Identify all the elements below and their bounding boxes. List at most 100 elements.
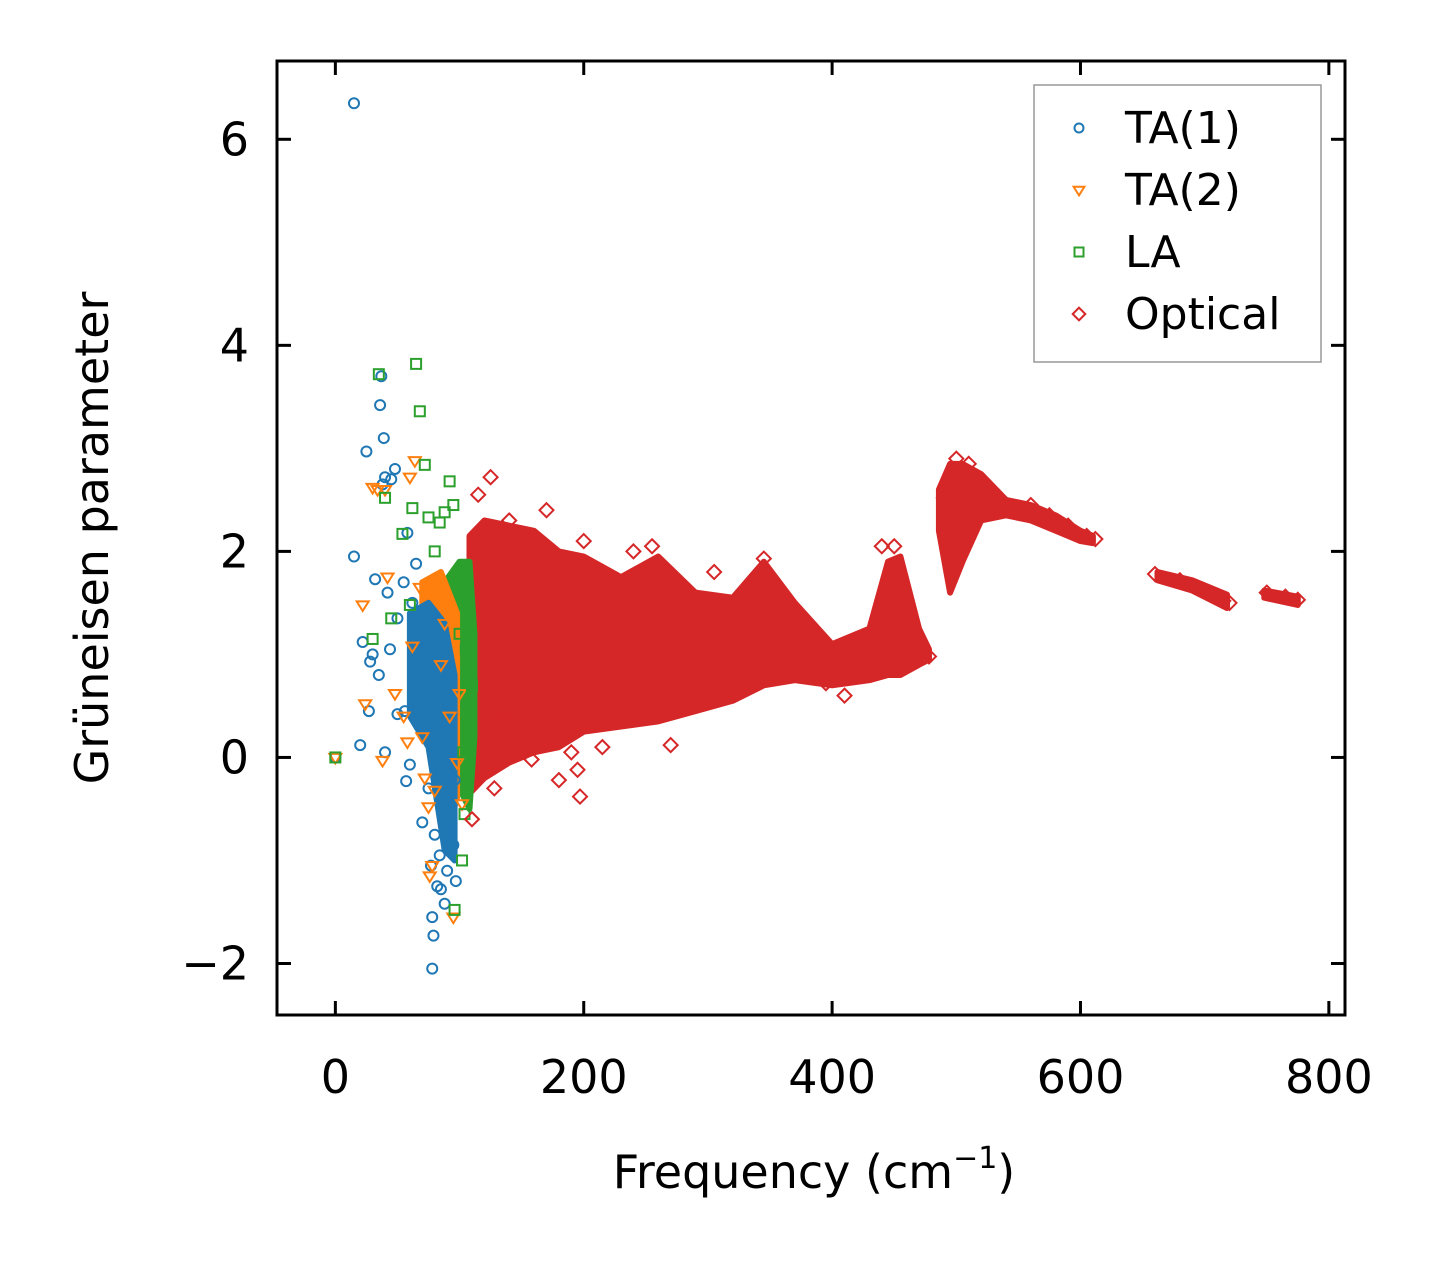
data-point <box>387 688 403 702</box>
data-point <box>538 501 555 519</box>
x-tick-label: 800 <box>1285 1050 1373 1104</box>
data-point <box>947 450 965 468</box>
data-point <box>500 512 518 529</box>
data-point <box>885 537 903 555</box>
data-point <box>736 676 754 694</box>
data-point <box>550 771 568 789</box>
data-point <box>347 97 360 110</box>
legend: TA(1) TA(2) LA Optical <box>1033 84 1322 363</box>
data-point <box>379 471 392 484</box>
data-point <box>413 405 426 418</box>
data-point <box>366 632 379 645</box>
data-point <box>447 839 460 852</box>
data-point <box>449 757 465 771</box>
data-point <box>406 596 419 609</box>
data-point <box>360 445 373 458</box>
data-point <box>398 705 411 718</box>
data-point <box>403 758 416 771</box>
data-point <box>935 489 953 507</box>
data-point <box>1289 591 1307 609</box>
data-point <box>1059 517 1077 535</box>
data-point <box>366 648 379 661</box>
data-point <box>374 399 387 412</box>
data-point <box>910 640 928 658</box>
data-point <box>485 779 503 797</box>
data-point <box>410 357 423 370</box>
data-point <box>443 475 456 488</box>
x-axis-title: Frequency (cm−1) <box>613 1141 1016 1199</box>
data-point <box>391 708 404 721</box>
data-point <box>1146 565 1164 583</box>
legend-item: Optical <box>1071 289 1280 340</box>
data-point <box>402 472 418 486</box>
legend-marker <box>1071 306 1087 322</box>
data-point <box>569 761 586 779</box>
data-point <box>426 962 439 975</box>
legend-item: TA(1) <box>1073 103 1241 154</box>
data-point <box>347 550 360 563</box>
data-point <box>593 738 611 756</box>
plot-frame <box>275 59 1347 1017</box>
data-point <box>433 849 446 862</box>
data-point <box>385 612 398 625</box>
data-point <box>354 739 367 752</box>
data-point <box>418 458 431 471</box>
data-point <box>434 883 447 896</box>
data-point <box>755 550 773 568</box>
data-point <box>1078 527 1096 545</box>
data-point <box>571 788 589 806</box>
legend-label: LA <box>1125 227 1181 278</box>
data-point <box>436 618 453 632</box>
legend-marker <box>1073 246 1085 258</box>
data-point <box>662 736 680 754</box>
data-point <box>898 615 916 632</box>
data-point <box>372 368 385 381</box>
data-point <box>441 711 458 725</box>
point-clouds <box>406 460 1301 864</box>
y-tick-label: 0 <box>220 730 249 784</box>
data-point <box>379 491 392 504</box>
data-point <box>364 655 377 668</box>
legend-marker <box>1073 122 1085 134</box>
data-point <box>643 537 661 555</box>
data-point <box>406 502 419 515</box>
data-point <box>448 774 461 787</box>
data-point <box>424 861 441 874</box>
data-point <box>1221 594 1238 612</box>
data-point <box>379 746 392 759</box>
data-point <box>410 557 423 570</box>
series-ta-2- <box>327 456 470 926</box>
data-point <box>426 785 443 799</box>
data-point <box>1258 584 1276 602</box>
data-point <box>416 773 433 786</box>
data-point <box>972 470 990 488</box>
data-point <box>475 764 493 782</box>
data-point <box>357 699 373 712</box>
legend-item: TA(2) <box>1071 165 1241 216</box>
data-point <box>421 871 438 884</box>
data-point <box>377 484 393 498</box>
data-point <box>798 658 816 676</box>
data-point <box>1086 530 1104 548</box>
data-point <box>960 455 978 473</box>
data-point <box>364 482 381 496</box>
data-point <box>836 687 853 705</box>
data-point <box>448 903 461 916</box>
data-point <box>422 782 435 795</box>
data-point <box>385 473 398 486</box>
y-tick-label: 4 <box>220 318 249 372</box>
x-tick-label: 600 <box>1037 1050 1125 1104</box>
data-point <box>356 636 369 649</box>
data-point <box>381 586 394 599</box>
optical-cloud-mid <box>1154 568 1231 612</box>
data-point <box>513 532 531 550</box>
optical-cloud-upper <box>935 460 1096 596</box>
data-point <box>438 897 451 910</box>
data-point <box>407 456 423 469</box>
y-tick-label: −2 <box>181 936 249 990</box>
data-point <box>465 679 478 692</box>
data-point <box>426 911 439 924</box>
data-point <box>377 432 390 445</box>
data-point <box>404 641 421 655</box>
